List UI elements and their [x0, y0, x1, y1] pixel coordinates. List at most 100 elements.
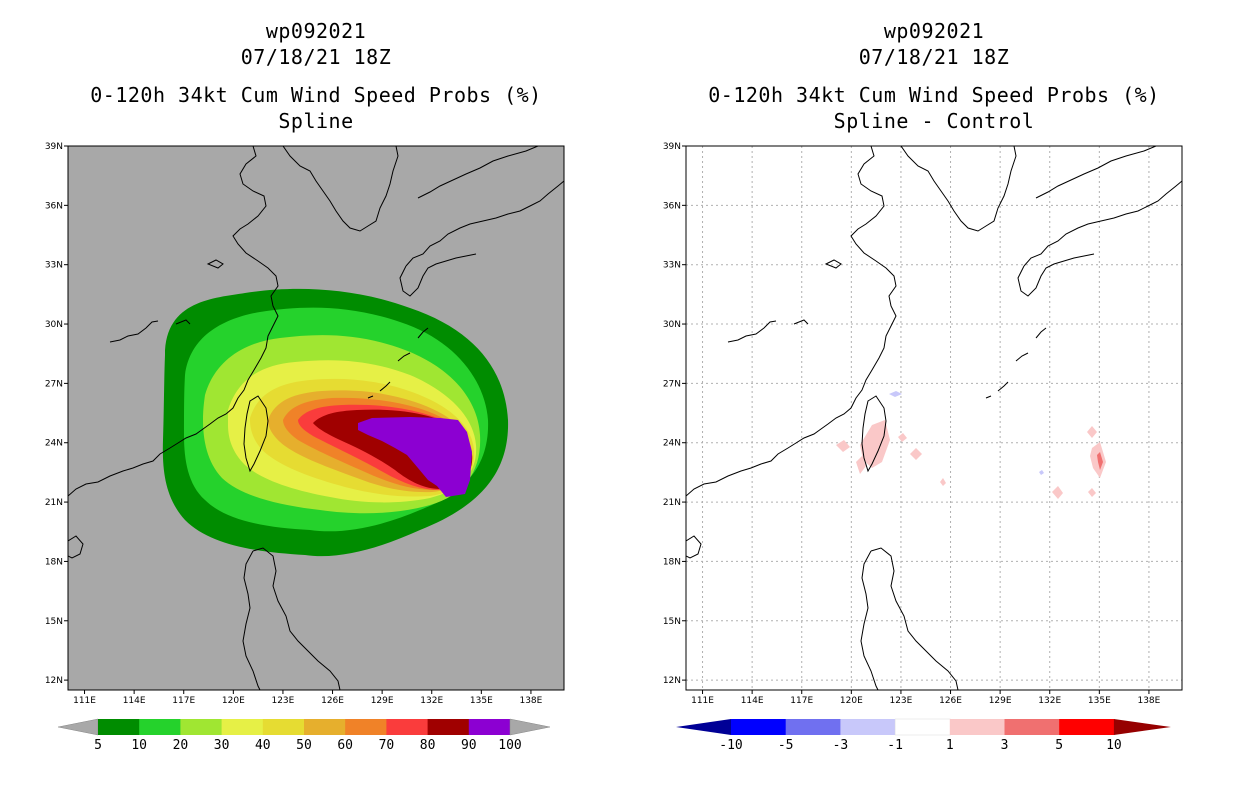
right-title-storm-id: wp092021: [883, 19, 985, 43]
colorbar-swatch: [139, 719, 181, 735]
lat-label: 18N: [45, 557, 63, 567]
lat-label: 36N: [663, 201, 681, 211]
left-map: 111E 114E 117E 120E 123E 126E 129E 132E 135E 138E…: [45, 142, 565, 706]
diff-neg-blob-north: [889, 391, 902, 397]
colorbar-label: -1: [887, 738, 903, 753]
colorbar-label: 70: [379, 738, 395, 753]
lon-label: 135E: [1088, 696, 1111, 706]
lat-label: 33N: [45, 261, 63, 271]
colorbar-label: 50: [296, 738, 312, 753]
lon-label: 123E: [271, 696, 294, 706]
lat-label: 27N: [663, 379, 681, 389]
colorbar-low-arrow: [676, 719, 731, 735]
lat-label: 30N: [45, 320, 63, 330]
colorbar-label: 60: [337, 738, 353, 753]
colorbar-label: 5: [1055, 738, 1063, 753]
left-title-method: Spline: [278, 109, 354, 133]
right-map: 111E 114E 117E 120E 123E 126E 129E 132E 135E 138E…: [663, 142, 1183, 706]
colorbar-swatch: [427, 719, 470, 735]
right-difference-contours: [836, 391, 1106, 499]
diff-pos-blob-127e: [940, 478, 946, 486]
lat-label: 39N: [45, 142, 63, 152]
colorbar-swatch: [731, 719, 787, 735]
lon-label: 126E: [321, 696, 344, 706]
lat-label: 27N: [45, 379, 63, 389]
colorbar-label: -5: [778, 738, 794, 753]
colorbar-label: 1: [946, 738, 954, 753]
prob-contour-90: [358, 417, 472, 497]
diff-pos-blob-taiwan: [860, 420, 890, 468]
colorbar-label: 10: [131, 738, 147, 753]
colorbar-label: 20: [173, 738, 189, 753]
colorbar-swatch: [386, 719, 429, 735]
lon-label: 138E: [519, 696, 542, 706]
colorbar-label: -10: [719, 738, 742, 753]
left-title-product: 0-120h 34kt Cum Wind Speed Probs (%): [90, 83, 542, 107]
diff-pos-blob-ne: [1087, 426, 1097, 438]
colorbar-swatch: [1059, 719, 1115, 735]
colorbar-label: 80: [420, 738, 436, 753]
colorbar-swatch: [98, 719, 140, 735]
colorbar-swatch: [221, 719, 264, 735]
colorbar-swatch: [304, 719, 346, 735]
left-colorbar: 5 10 20 30 40 50 60 70 80 90 100: [57, 718, 551, 753]
left-probability-contours: [162, 288, 509, 557]
lon-label: 129E: [989, 696, 1012, 706]
right-title-datetime: 07/18/21 18Z: [858, 45, 1010, 69]
left-title-datetime: 07/18/21 18Z: [240, 45, 392, 69]
diff-pos-blob-135e-south: [1088, 488, 1096, 497]
colorbar-high-arrow: [509, 718, 551, 736]
lon-label: 111E: [73, 696, 96, 706]
colorbar-label: 40: [255, 738, 271, 753]
lon-label: 132E: [420, 696, 443, 706]
lat-label: 24N: [663, 439, 681, 449]
lon-label: 111E: [691, 696, 714, 706]
right-axis-labels: 111E 114E 117E 120E 123E 126E 129E 132E 135E 138E…: [663, 142, 1161, 706]
lon-label: 120E: [840, 696, 863, 706]
colorbar-high-arrow: [1113, 719, 1171, 735]
colorbar-label: 100: [498, 738, 521, 753]
right-colorbar: -10 -5 -3 -1 1 3 5 10: [676, 718, 1171, 753]
lon-label: 120E: [222, 696, 245, 706]
lat-label: 18N: [663, 557, 681, 567]
colorbar-swatch: [468, 719, 511, 735]
colorbar-swatch: [949, 719, 1005, 735]
colorbar-label: 3: [1001, 738, 1009, 753]
left-axis-labels: 111E 114E 117E 120E 123E 126E 129E 132E 135E 138E…: [45, 142, 543, 706]
colorbar-swatch: [345, 719, 387, 735]
colorbar-label: 10: [1106, 738, 1122, 753]
diff-pos-blob-132e: [1052, 486, 1063, 499]
diff-pos-blob-135e-inner: [1097, 452, 1103, 470]
right-map-background: [686, 146, 1182, 690]
colorbar-label: 30: [214, 738, 230, 753]
lat-label: 12N: [663, 676, 681, 686]
right-title-product: 0-120h 34kt Cum Wind Speed Probs (%): [708, 83, 1160, 107]
lat-label: 15N: [45, 617, 63, 627]
lon-label: 126E: [939, 696, 962, 706]
lon-label: 117E: [790, 696, 813, 706]
lat-label: 15N: [663, 617, 681, 627]
lat-label: 21N: [663, 498, 681, 508]
diff-pos-blob-east1: [910, 448, 922, 460]
lat-label: 12N: [45, 676, 63, 686]
colorbar-swatch: [1004, 719, 1060, 735]
diff-neg-blob-east: [1039, 470, 1044, 475]
lat-label: 36N: [45, 201, 63, 211]
lat-label: 33N: [663, 261, 681, 271]
diff-pos-blob-sw: [856, 456, 866, 474]
colorbar-label: -3: [833, 738, 849, 753]
lon-label: 114E: [741, 696, 764, 706]
colorbar-swatch: [894, 718, 951, 736]
colorbar-low-arrow: [57, 718, 99, 736]
colorbar-label: 5: [94, 738, 102, 753]
diff-pos-blob-west: [836, 440, 850, 452]
lon-label: 138E: [1137, 696, 1160, 706]
left-map-frame: [67, 145, 565, 691]
lon-label: 132E: [1038, 696, 1061, 706]
lon-label: 123E: [889, 696, 912, 706]
lat-label: 21N: [45, 498, 63, 508]
lat-label: 24N: [45, 439, 63, 449]
right-title-method: Spline - Control: [833, 109, 1035, 133]
right-map-frame: [685, 145, 1183, 691]
